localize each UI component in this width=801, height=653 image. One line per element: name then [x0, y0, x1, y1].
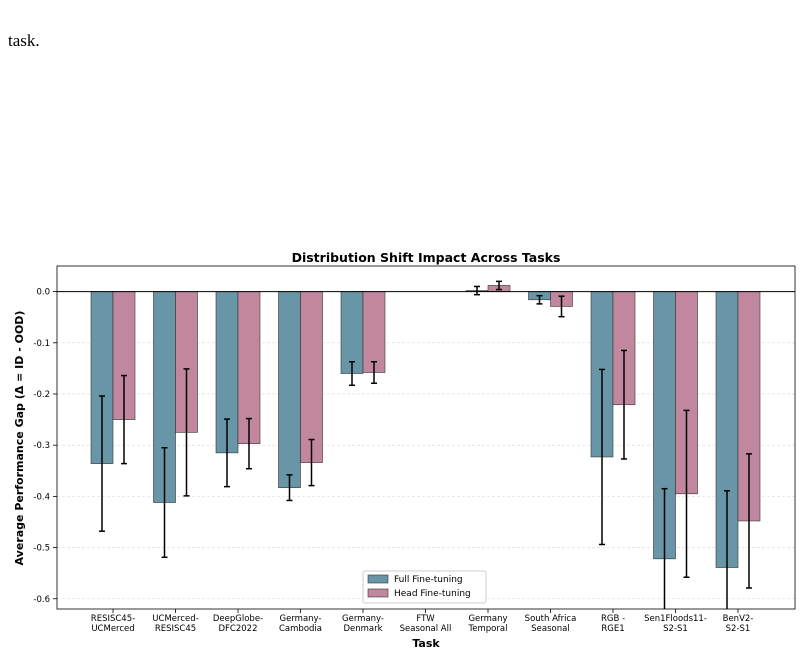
error-bar	[286, 474, 293, 502]
y-tick-label: -0.5	[33, 544, 50, 554]
x-tick-label: FTW Seasonal All	[400, 614, 452, 634]
legend-label: Full Fine-tuning	[394, 575, 463, 585]
error-bar	[558, 295, 565, 318]
y-tick-label: -0.4	[33, 492, 50, 502]
y-tick-label: -0.3	[33, 441, 50, 451]
y-axis-label: Average Performance Gap (Δ = ID - OOD)	[13, 311, 26, 566]
legend-box	[362, 570, 487, 604]
bar	[300, 291, 323, 463]
error-bar	[746, 453, 752, 589]
error-bar	[661, 487, 668, 609]
x-tick-label: South Africa Seasonal	[525, 614, 577, 634]
error-bar	[496, 280, 502, 291]
error-bar	[536, 294, 543, 305]
x-tick-label: Germany-Denmark	[342, 614, 384, 634]
error-bar	[161, 446, 168, 559]
y-tick-label: 0.0	[36, 288, 50, 298]
x-tick-label: Germany-Cambodia	[279, 614, 322, 634]
error-bar	[308, 438, 315, 487]
x-tick-label: RGB -RGE1	[601, 614, 625, 634]
error-bar	[474, 285, 480, 296]
error-bar	[121, 374, 127, 465]
error-bar	[599, 368, 605, 546]
x-axis-label: Task	[412, 637, 440, 650]
y-tick-label: -0.1	[33, 339, 50, 349]
legend-label: Head Fine-tuning	[394, 589, 471, 599]
error-bar	[183, 368, 190, 497]
plot-frame	[56, 265, 796, 610]
error-bar	[621, 349, 627, 460]
x-tick-label: DeepGlobe-DFC2022	[213, 614, 263, 634]
y-tick-label: -0.6	[33, 595, 50, 605]
legend-swatch	[367, 588, 389, 598]
error-bar	[246, 417, 252, 470]
legend: Full Fine-tuning Head Fine-tuning	[362, 570, 487, 604]
error-bar	[99, 395, 105, 532]
error-bar	[683, 409, 690, 579]
error-bar	[224, 418, 230, 488]
x-tick-label: Sen1Floods11-S2-S1	[644, 614, 707, 634]
chart-title: Distribution Shift Impact Across Tasks	[292, 250, 561, 265]
x-tick-label: BenV2-S2-S1	[723, 614, 754, 634]
x-tick-label: UCMerced-RESISC45	[152, 614, 198, 634]
bar	[362, 291, 386, 373]
text-fragment: task.	[8, 31, 40, 50]
y-tick-label: -0.2	[33, 390, 50, 400]
error-bar	[349, 360, 355, 387]
bar	[278, 291, 301, 488]
x-tick-label: Germany Temporal	[468, 614, 508, 634]
error-bar	[371, 360, 377, 384]
error-bar	[724, 489, 730, 609]
x-tick-label: RESISC45-UCMerced	[91, 614, 135, 634]
legend-swatch	[367, 574, 389, 584]
